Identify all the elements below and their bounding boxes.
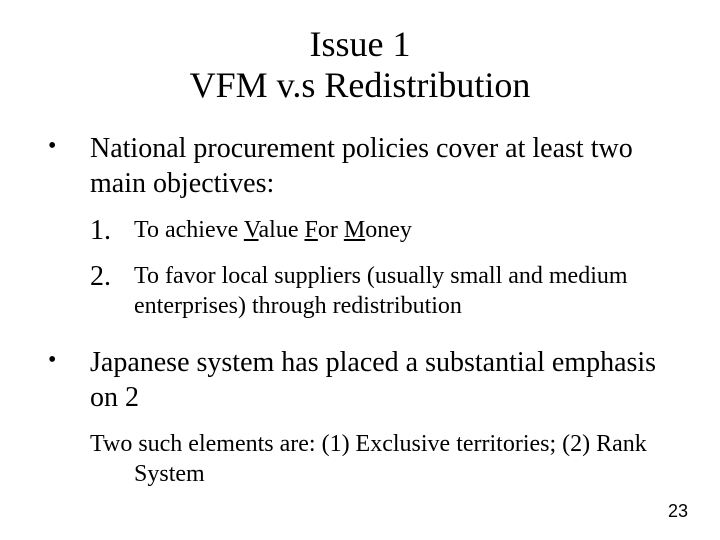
vfm-alue: alue xyxy=(259,217,305,243)
bullet-list-2: Japanese system has placed a substantial… xyxy=(40,345,680,415)
tertiary-text: Two such elements are: (1) Exclusive ter… xyxy=(90,429,680,489)
vfm-oney: oney xyxy=(365,217,412,243)
numbered-item-1: 1. To achieve Value For Money xyxy=(90,215,680,245)
numbered-text-2: To favor local suppliers (usually small … xyxy=(134,263,628,319)
spacer xyxy=(40,337,680,345)
slide-container: Issue 1 VFM v.s Redistribution National … xyxy=(0,0,720,540)
numbered-marker-1: 1. xyxy=(90,213,111,248)
title-line-1: Issue 1 xyxy=(40,24,680,65)
bullet-text-1: Japanese system has placed a substantial… xyxy=(90,347,656,413)
title-block: Issue 1 VFM v.s Redistribution xyxy=(40,24,680,107)
numbered-text-1a: To achieve xyxy=(134,217,244,243)
bullet-item-0: National procurement policies cover at l… xyxy=(40,131,680,201)
numbered-item-2: 2. To favor local suppliers (usually sma… xyxy=(90,261,680,321)
numbered-marker-2: 2. xyxy=(90,259,111,294)
title-line-2: VFM v.s Redistribution xyxy=(40,65,680,106)
vfm-f: F xyxy=(304,217,317,243)
bullet-text-0: National procurement policies cover at l… xyxy=(90,133,633,199)
bullet-item-1: Japanese system has placed a substantial… xyxy=(40,345,680,415)
numbered-list: 1. To achieve Value For Money 2. To favo… xyxy=(90,215,680,321)
vfm-m: M xyxy=(344,217,365,243)
page-number: 23 xyxy=(668,501,688,522)
vfm-v: V xyxy=(244,217,259,243)
vfm-or: or xyxy=(318,217,344,243)
bullet-list: National procurement policies cover at l… xyxy=(40,131,680,201)
